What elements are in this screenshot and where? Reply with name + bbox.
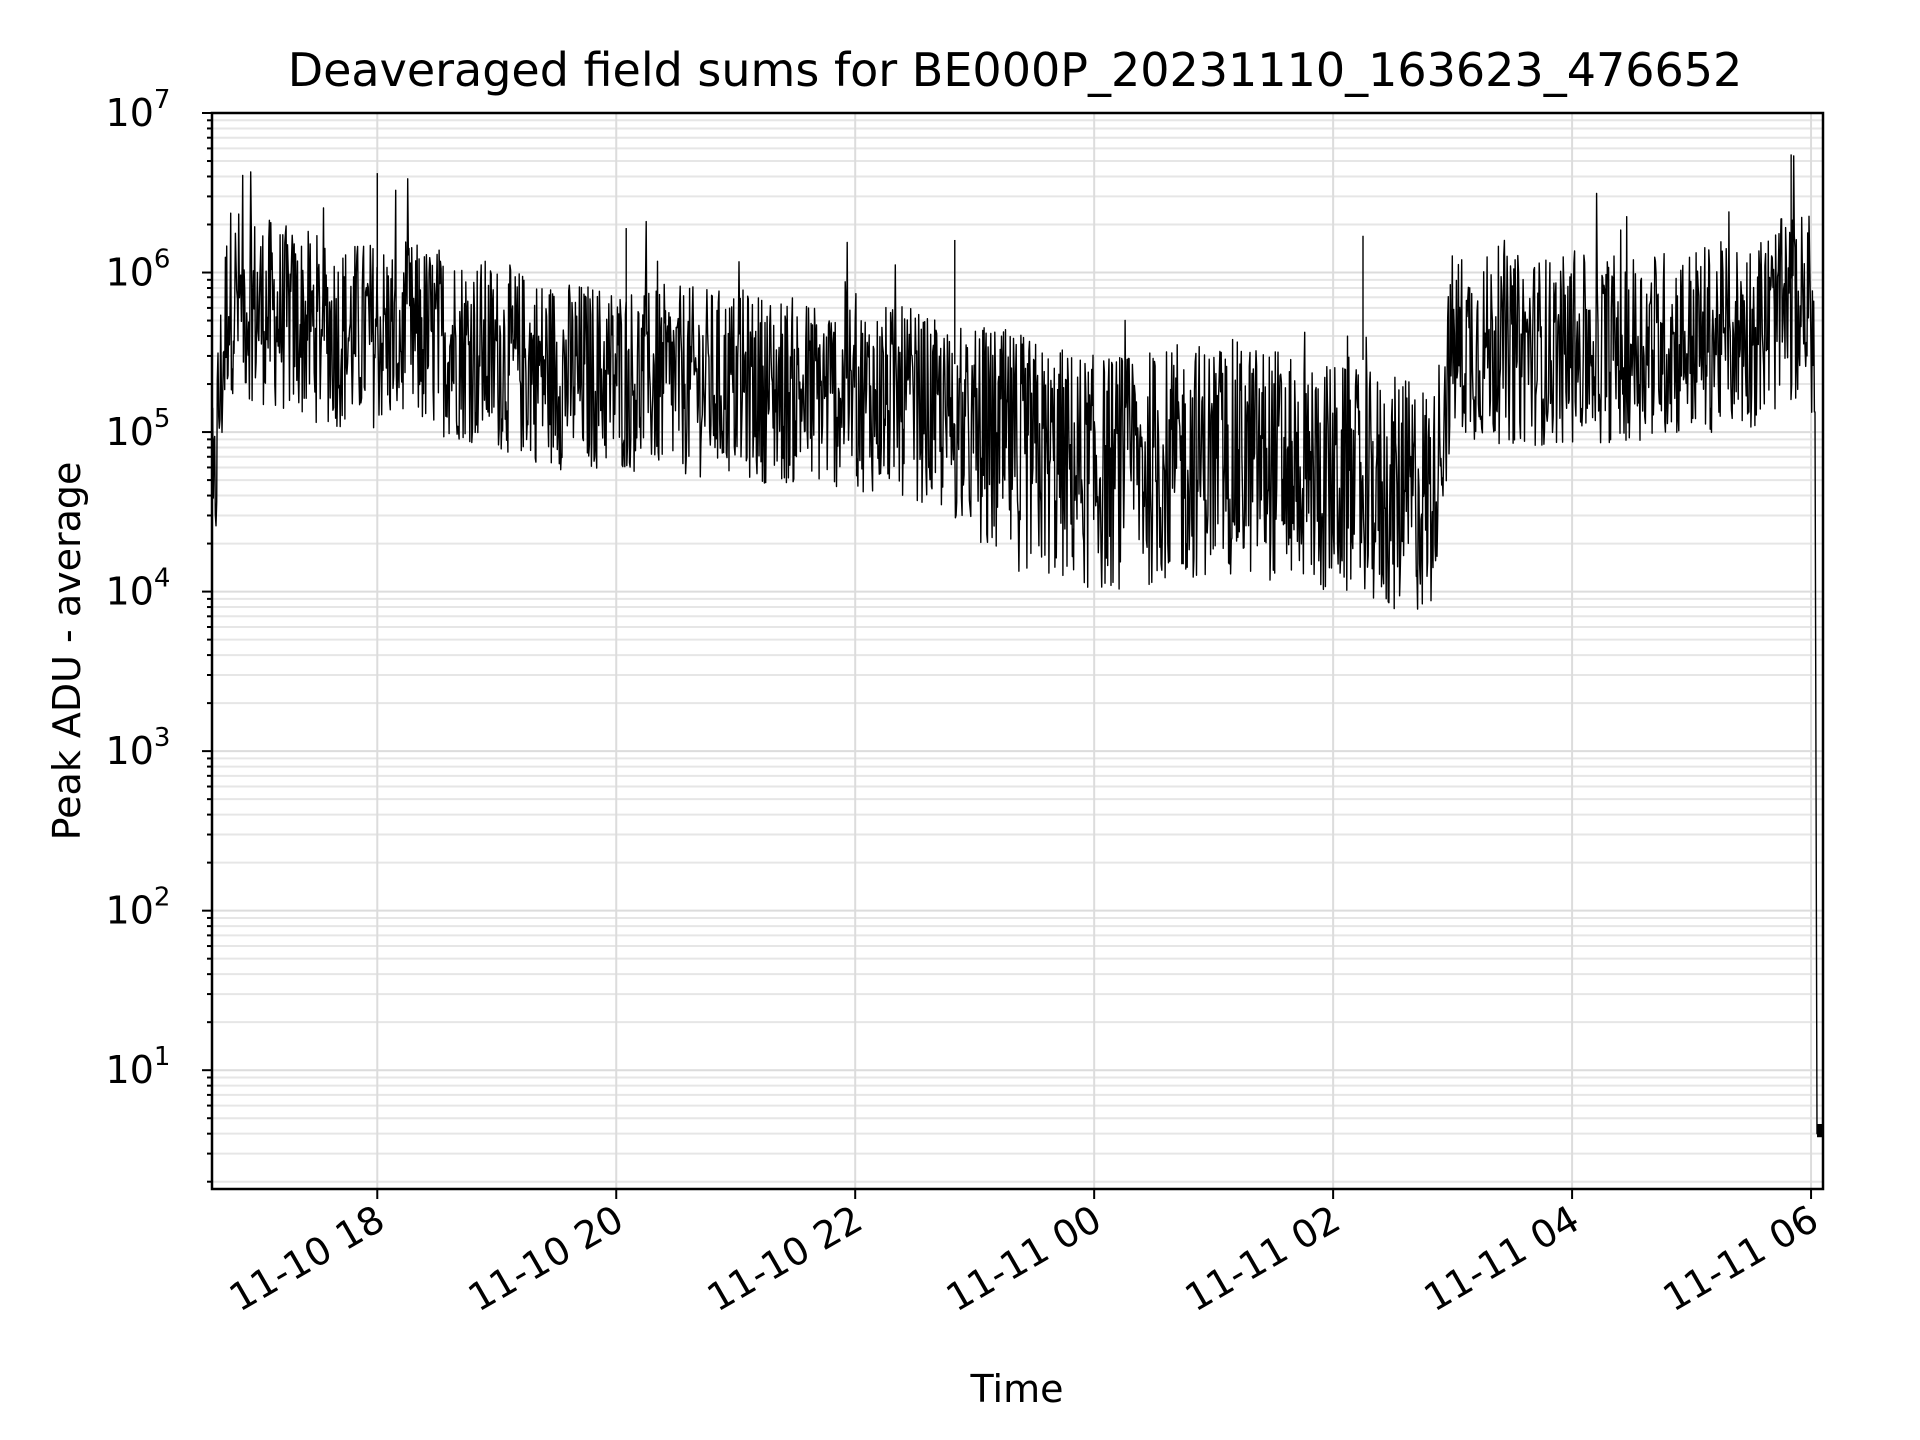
- x-axis-label: Time: [970, 1367, 1064, 1411]
- y-tick-base: 10: [106, 91, 154, 135]
- y-tick-label: 107: [106, 85, 171, 135]
- y-tick-base: 10: [106, 729, 154, 773]
- x-tick-label: 11-11 02: [1178, 1197, 1348, 1321]
- y-tick-label: 101: [106, 1042, 171, 1092]
- x-tick-label: 11-10 20: [461, 1197, 631, 1321]
- x-tick-label: 11-10 18: [222, 1197, 392, 1321]
- x-tick-label: 11-11 00: [939, 1197, 1109, 1321]
- x-axis: 11-10 18 11-10 20 11-10 22 11-11 00 11-11 02…: [222, 1189, 1826, 1320]
- y-tick-exponent: 4: [154, 564, 171, 594]
- y-axis-label: Peak ADU - average: [45, 462, 89, 841]
- y-tick-exponent: 3: [154, 723, 171, 753]
- x-tick-label: 11-10 22: [700, 1197, 870, 1321]
- chart-title: Deaveraged field sums for BE000P_2023111…: [288, 43, 1743, 97]
- x-tick-label: 11-11 04: [1417, 1197, 1587, 1321]
- y-tick-base: 10: [106, 570, 154, 614]
- y-tick-base: 10: [106, 889, 154, 933]
- y-tick-exponent: 2: [154, 883, 171, 913]
- y-tick-exponent: 6: [154, 245, 171, 275]
- y-tick-exponent: 7: [154, 85, 171, 115]
- y-tick-label: 104: [106, 564, 171, 614]
- series-layer: [211, 154, 1823, 1138]
- grid: [212, 112, 1823, 1189]
- y-tick-base: 10: [106, 1048, 154, 1092]
- y-tick-label: 103: [106, 723, 171, 773]
- series-end-block: [1817, 1123, 1823, 1138]
- y-tick-exponent: 1: [154, 1042, 171, 1072]
- y-tick-exponent: 5: [154, 404, 171, 434]
- plot-frame: [210, 111, 1825, 1191]
- y-tick-label: 106: [106, 245, 171, 295]
- series-line: [211, 155, 1823, 1135]
- x-tick-label: 11-11 06: [1656, 1197, 1826, 1321]
- y-tick-label: 105: [106, 404, 171, 454]
- y-tick-base: 10: [106, 410, 154, 454]
- y-tick-label: 102: [106, 883, 171, 933]
- y-tick-base: 10: [106, 251, 154, 295]
